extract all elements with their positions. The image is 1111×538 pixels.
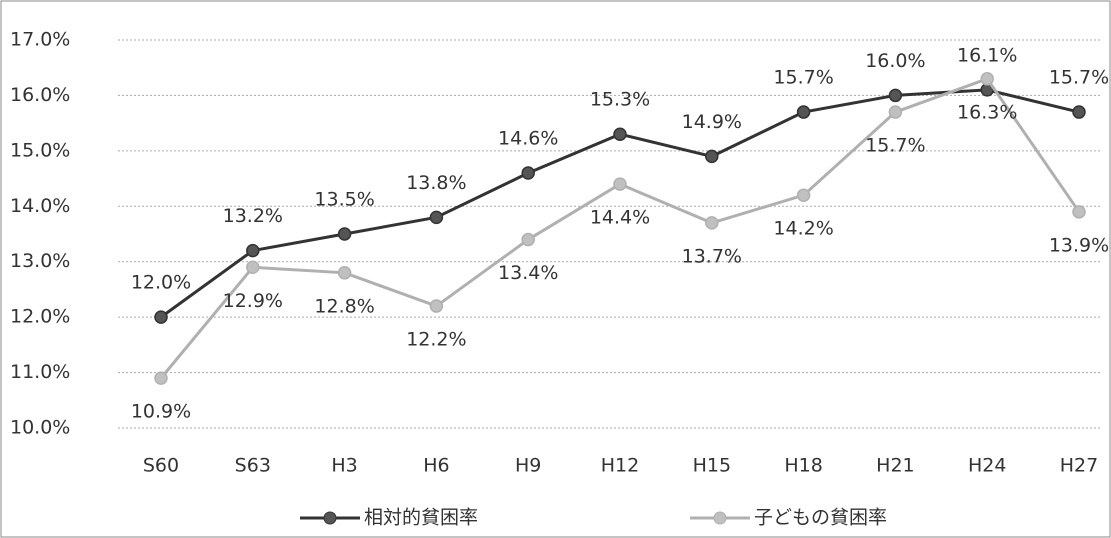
data-label: 13.5% bbox=[314, 189, 374, 211]
data-label: 15.7% bbox=[773, 67, 833, 89]
data-label: 10.9% bbox=[131, 401, 191, 423]
point bbox=[1072, 205, 1086, 219]
series-line bbox=[160, 88, 1080, 319]
x-tick-label: H15 bbox=[693, 455, 731, 477]
point bbox=[429, 299, 444, 313]
legend-marker bbox=[713, 511, 727, 525]
data-label: 14.4% bbox=[590, 207, 650, 229]
data-label: 16.3% bbox=[957, 101, 1017, 123]
point bbox=[613, 127, 627, 141]
point bbox=[429, 210, 444, 225]
data-label: 12.8% bbox=[314, 295, 374, 317]
point bbox=[888, 105, 903, 119]
data-label: 15.7% bbox=[865, 135, 925, 157]
legend-marker bbox=[323, 511, 337, 525]
data-label: 14.6% bbox=[498, 128, 558, 150]
data-label: 14.2% bbox=[773, 218, 833, 240]
x-tick-label: H27 bbox=[1060, 455, 1098, 477]
y-tick-label: 14.0% bbox=[10, 195, 70, 217]
point bbox=[613, 177, 627, 191]
point bbox=[888, 88, 903, 103]
point bbox=[1072, 105, 1086, 119]
data-label: 15.7% bbox=[1049, 67, 1109, 89]
x-tick-label: H3 bbox=[331, 455, 357, 477]
y-tick-label: 13.0% bbox=[10, 250, 70, 272]
point bbox=[246, 260, 260, 275]
y-tick-label: 16.0% bbox=[10, 84, 70, 106]
y-tick-label: 12.0% bbox=[10, 306, 70, 328]
data-label: 15.3% bbox=[590, 89, 650, 111]
legend-label: 子どもの貧困率 bbox=[754, 507, 887, 529]
data-label: 14.9% bbox=[682, 111, 742, 133]
data-label: 12.9% bbox=[223, 290, 283, 312]
data-label: 13.9% bbox=[1049, 234, 1109, 256]
point bbox=[980, 72, 994, 86]
point bbox=[521, 232, 535, 247]
data-label: 13.8% bbox=[406, 172, 466, 194]
data-label: 13.7% bbox=[682, 245, 742, 267]
point bbox=[705, 149, 719, 164]
legend-label: 相対的貧困率 bbox=[364, 507, 478, 529]
y-tick-label: 10.0% bbox=[10, 417, 70, 439]
data-label: 13.2% bbox=[223, 205, 283, 227]
data-label: 12.0% bbox=[131, 272, 191, 294]
point bbox=[705, 216, 719, 230]
point bbox=[246, 243, 260, 258]
point bbox=[154, 310, 168, 324]
point bbox=[521, 166, 535, 180]
y-tick-label: 15.0% bbox=[10, 139, 70, 161]
x-tick-label: S60 bbox=[143, 455, 179, 477]
data-label: 13.4% bbox=[498, 262, 558, 284]
data-label: 16.1% bbox=[957, 44, 1017, 66]
point bbox=[796, 105, 811, 119]
x-tick-label: H21 bbox=[876, 455, 914, 477]
x-tick-label: H9 bbox=[515, 455, 541, 477]
x-tick-label: S63 bbox=[235, 455, 271, 477]
point bbox=[337, 227, 352, 241]
point bbox=[154, 371, 168, 385]
x-tick-label: H6 bbox=[423, 455, 449, 477]
data-label: 12.2% bbox=[406, 329, 466, 351]
x-tick-label: H18 bbox=[784, 455, 822, 477]
x-tick-label: H12 bbox=[601, 455, 639, 477]
y-tick-label: 17.0% bbox=[10, 29, 70, 51]
point bbox=[337, 266, 352, 280]
x-tick-label: H24 bbox=[968, 455, 1006, 477]
point bbox=[796, 188, 811, 202]
y-tick-label: 11.0% bbox=[10, 361, 70, 383]
data-label: 16.0% bbox=[865, 50, 925, 72]
